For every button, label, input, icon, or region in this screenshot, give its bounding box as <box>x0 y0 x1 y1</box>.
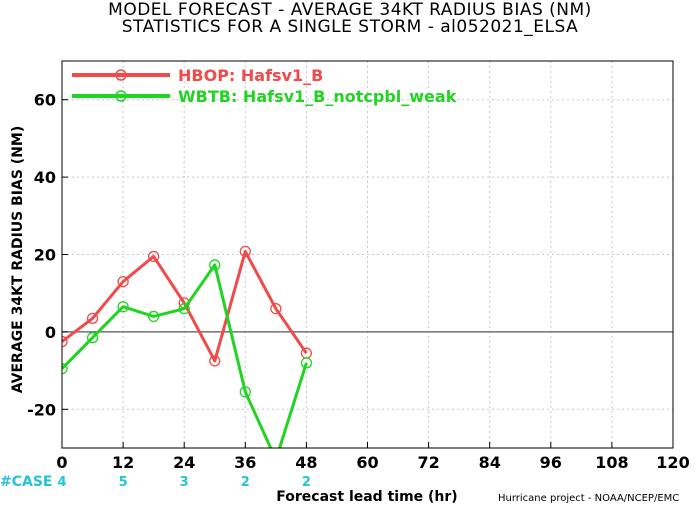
x-tick-label: 84 <box>479 453 501 472</box>
grid-lines <box>62 61 673 448</box>
data-point <box>117 301 129 313</box>
chart-subtitle: STATISTICS FOR A SINGLE STORM - al052021… <box>121 17 579 37</box>
case-count: 4 <box>57 475 66 490</box>
x-tick-label: 36 <box>234 453 256 472</box>
data-point <box>178 303 190 315</box>
case-count: 5 <box>119 475 128 490</box>
x-tick-label: 0 <box>56 453 67 472</box>
data-point <box>239 245 251 258</box>
x-tick-label: 12 <box>112 453 134 472</box>
series-line <box>62 263 308 448</box>
data-point <box>209 355 221 367</box>
y-tick-label: -20 <box>27 400 56 419</box>
data-point <box>239 386 251 398</box>
x-tick-label: 60 <box>356 453 378 472</box>
legend-marker <box>115 90 127 102</box>
series-line <box>62 249 308 363</box>
y-axis-label: AVERAGE 34KT RADIUS BIAS (NM) <box>10 126 26 393</box>
data-point <box>147 250 160 263</box>
y-tick-label: 60 <box>34 91 56 110</box>
data-point <box>147 310 160 323</box>
data-point <box>117 275 129 288</box>
legend-label: HBOP: Hafsv1_B <box>178 66 323 85</box>
data-point <box>270 303 282 315</box>
case-count: 3 <box>180 475 189 490</box>
legend: HBOP: Hafsv1_B WBTB: Hafsv1_B_notcpbl_wea… <box>72 66 457 106</box>
series-wbtb <box>62 259 313 465</box>
x-tick-label: 24 <box>173 453 195 472</box>
y-tick-label: 20 <box>34 246 56 265</box>
axis-ticks: 0 12 24 36 48 60 72 84 96 108 120 -20 0 20 40 60 <box>27 91 690 472</box>
case-count: 2 <box>302 475 311 490</box>
data-point <box>209 259 221 271</box>
series-lines <box>62 245 313 465</box>
y-tick-label: 40 <box>34 168 56 187</box>
data-point <box>86 332 99 344</box>
case-count-title: #CASE <box>0 474 53 490</box>
data-point <box>62 363 68 375</box>
data-point <box>86 312 99 325</box>
credit-text: Hurricane project - NOAA/NCEP/EMC <box>498 493 679 504</box>
legend-marker <box>115 69 127 81</box>
legend-label: WBTB: Hafsv1_B_notcpbl_weak <box>178 87 457 106</box>
data-point <box>271 455 281 465</box>
case-counts: 4 5 3 2 2 <box>57 475 310 490</box>
x-tick-label: 120 <box>656 453 689 472</box>
case-count: 2 <box>241 475 250 490</box>
chart-title: MODEL FORECAST - AVERAGE 34KT RADIUS BIA… <box>108 0 592 20</box>
x-tick-label: 96 <box>540 453 562 472</box>
data-point <box>62 335 68 348</box>
y-tick-label: 0 <box>45 323 56 342</box>
x-tick-label: 48 <box>295 453 317 472</box>
data-point <box>300 357 313 369</box>
x-axis-label: Forecast lead time (hr) <box>276 489 457 505</box>
x-tick-label: 72 <box>417 453 439 472</box>
x-tick-label: 108 <box>595 453 628 472</box>
